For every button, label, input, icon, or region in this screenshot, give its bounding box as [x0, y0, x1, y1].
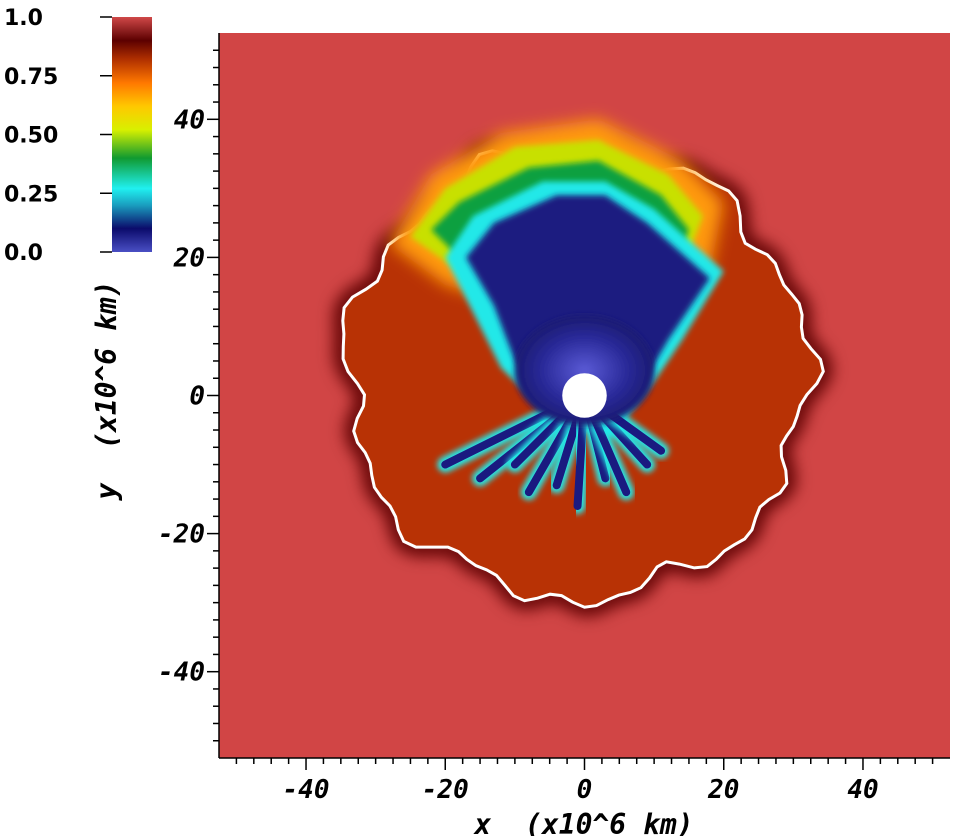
x-ticks	[235, 758, 934, 770]
y-tick-label: -40	[158, 658, 205, 688]
x-tick-label: 20	[707, 775, 739, 805]
x-tick-label: 0	[577, 775, 593, 805]
y-tick-label: 40	[174, 105, 205, 135]
x-axis-label: x (x10^6 km)	[472, 808, 693, 836]
plume-structures	[389, 119, 724, 514]
y-ticks	[207, 49, 219, 742]
colorbar: 1.0 0.75 0.50 0.25 0.0	[4, 6, 152, 266]
x-tick-labels: -40 -20 0 20 40	[283, 775, 879, 805]
y-axis-label: y (x10^6 km)	[90, 280, 123, 501]
y-tick-label: -20	[158, 520, 205, 550]
colorbar-ticks: 1.0 0.75 0.50 0.25 0.0	[4, 6, 112, 266]
x-tick-label: 40	[847, 775, 878, 805]
core-region	[514, 315, 655, 426]
axes: -40 -20 0 20 40 40 20 0 -20 -40 x (x10^6 km) y (…	[90, 33, 950, 836]
y-tick-label: 20	[173, 243, 205, 273]
colorbar-tick-label: 0.0	[4, 241, 43, 266]
x-tick-label: -40	[283, 775, 330, 805]
x-tick-label: -20	[422, 775, 469, 805]
y-tick-label: 0	[189, 382, 205, 412]
colorbar-tick-label: 1.0	[4, 6, 43, 31]
colorbar-tick-label: 0.50	[4, 124, 58, 149]
y-tick-labels: 40 20 0 -20 -40	[158, 105, 205, 687]
plot-area	[219, 33, 950, 758]
colorbar-tick-label: 0.75	[4, 65, 58, 90]
central-hole	[562, 373, 607, 418]
colorbar-bar	[112, 17, 152, 252]
colorbar-tick-label: 0.25	[4, 182, 58, 207]
